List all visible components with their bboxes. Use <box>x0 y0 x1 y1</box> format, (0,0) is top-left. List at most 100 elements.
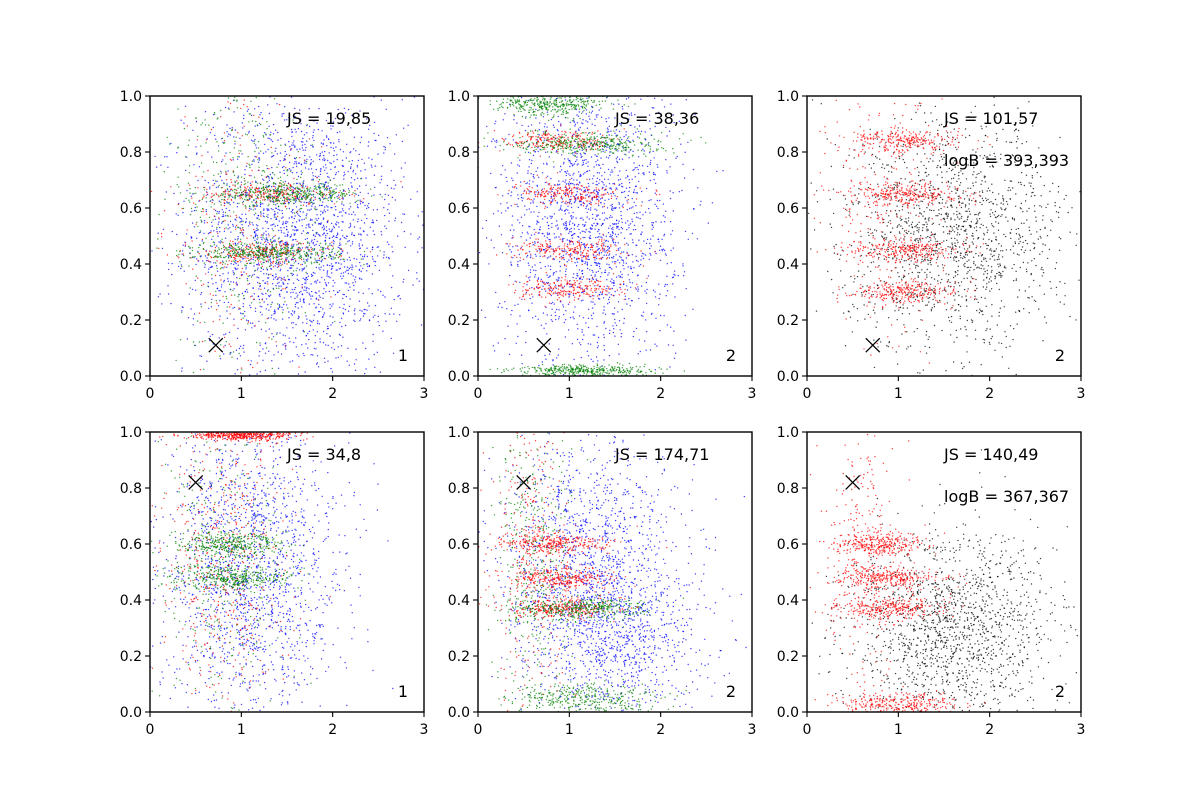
data-point <box>572 164 574 166</box>
data-point <box>293 243 295 246</box>
data-point <box>286 291 288 293</box>
data-point <box>224 256 226 259</box>
data-point <box>546 111 549 113</box>
data-point <box>242 200 245 203</box>
data-point <box>537 318 539 320</box>
data-point <box>269 190 272 193</box>
data-point <box>262 227 264 229</box>
data-point <box>243 248 245 250</box>
data-point <box>639 217 641 220</box>
data-point <box>215 265 218 267</box>
data-point <box>322 212 324 214</box>
data-point <box>356 166 359 168</box>
data-point <box>284 342 286 345</box>
data-point <box>192 324 194 326</box>
data-point <box>295 193 297 195</box>
data-point <box>371 293 373 295</box>
data-point <box>260 111 262 114</box>
data-point <box>360 270 362 273</box>
data-point <box>240 243 242 246</box>
data-point <box>219 355 221 357</box>
data-point <box>273 195 275 197</box>
data-point <box>295 221 298 223</box>
data-point <box>586 267 589 270</box>
data-point <box>202 283 205 285</box>
data-point <box>269 263 272 265</box>
data-point <box>543 203 545 205</box>
data-point <box>399 314 401 316</box>
data-point <box>363 198 365 200</box>
data-point <box>245 189 247 192</box>
data-point <box>188 265 190 267</box>
data-point <box>611 203 613 206</box>
data-point <box>558 245 560 248</box>
data-point <box>315 186 317 189</box>
data-point <box>313 185 315 188</box>
series-green <box>156 96 383 375</box>
data-point <box>219 231 221 233</box>
data-point <box>198 312 201 314</box>
data-point <box>351 193 353 196</box>
data-point <box>282 281 284 284</box>
data-point <box>197 320 199 322</box>
data-point <box>263 191 265 194</box>
data-point <box>308 226 310 228</box>
data-point <box>303 260 305 263</box>
data-point <box>345 212 347 214</box>
data-point <box>316 252 318 255</box>
data-point <box>200 280 202 282</box>
data-point <box>362 315 365 317</box>
data-point <box>297 262 300 265</box>
data-point <box>373 132 375 135</box>
data-point <box>294 201 297 203</box>
data-point <box>614 318 616 321</box>
data-point <box>247 181 249 183</box>
data-point <box>254 307 257 309</box>
data-point <box>342 336 344 338</box>
data-point <box>388 220 390 222</box>
data-point <box>641 201 643 203</box>
data-point <box>238 150 240 152</box>
data-point <box>393 298 395 301</box>
data-point <box>284 346 287 348</box>
data-point <box>367 265 369 268</box>
data-point <box>633 168 635 171</box>
data-point <box>267 195 270 197</box>
data-point <box>247 108 249 111</box>
data-point <box>529 237 531 239</box>
data-point <box>154 155 156 158</box>
data-point <box>580 251 582 253</box>
data-point <box>351 243 354 245</box>
data-point <box>343 107 346 110</box>
data-point <box>276 266 279 268</box>
data-point <box>349 224 352 226</box>
data-point <box>252 236 255 239</box>
data-point <box>641 255 643 257</box>
data-point <box>354 313 356 315</box>
data-point <box>249 206 251 208</box>
data-point <box>295 230 298 232</box>
data-point <box>342 192 344 195</box>
data-point <box>266 191 269 193</box>
data-point <box>563 224 565 226</box>
data-point <box>628 279 631 281</box>
data-point <box>281 263 283 266</box>
data-point <box>279 253 281 255</box>
data-point <box>240 345 242 347</box>
data-point <box>309 156 311 158</box>
data-point <box>308 190 311 193</box>
data-point <box>327 206 329 208</box>
data-point <box>301 186 304 188</box>
data-point <box>263 169 265 172</box>
data-point <box>272 182 275 184</box>
data-point <box>324 282 327 284</box>
data-point <box>517 198 520 200</box>
data-point <box>234 238 236 240</box>
data-point <box>656 199 659 202</box>
data-point <box>241 194 243 197</box>
data-point <box>202 207 204 210</box>
data-point <box>285 200 287 202</box>
data-point <box>267 181 269 183</box>
data-point <box>345 157 347 159</box>
data-point <box>236 239 239 241</box>
